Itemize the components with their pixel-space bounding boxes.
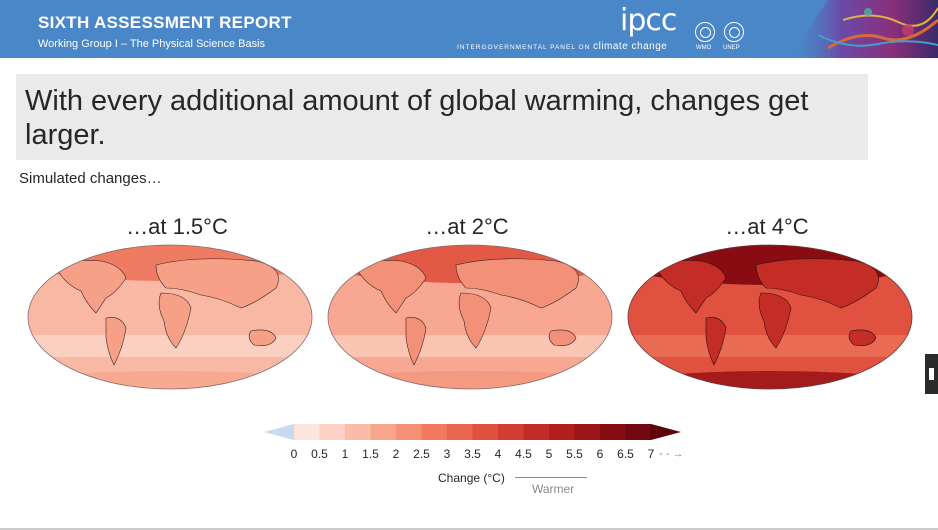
panel-handle-icon[interactable] bbox=[925, 354, 938, 394]
colorbar-tick-label: 7 bbox=[647, 447, 655, 461]
map-warming-2c bbox=[327, 244, 613, 390]
slide-headline: With every additional amount of global w… bbox=[25, 85, 809, 151]
wmo-label: WMO bbox=[696, 45, 712, 51]
warming-colorbar bbox=[264, 424, 681, 440]
colorbar-tick-label: 3 bbox=[443, 447, 451, 461]
colorbar-tick-label: 2.5 bbox=[413, 447, 430, 461]
colorbar-tick-label: 3.5 bbox=[464, 447, 481, 461]
colorbar-tick-label: 0.5 bbox=[311, 447, 328, 461]
map-title-2c: …at 2°C bbox=[425, 214, 509, 239]
colorbar-tick-label: 4 bbox=[494, 447, 502, 461]
colorbar-tick-label: 6.5 bbox=[617, 447, 634, 461]
ipcc-tagline-emphasis: climate change bbox=[593, 41, 668, 52]
colorbar-tick-label: 2 bbox=[392, 447, 400, 461]
map-warming-4c bbox=[627, 244, 913, 390]
colorbar-tick-label: 1.5 bbox=[362, 447, 379, 461]
colorbar-segment bbox=[574, 424, 601, 440]
colorbar-tick-label: 1 bbox=[341, 447, 349, 461]
header-decorative-art bbox=[788, 0, 938, 58]
colorbar-segment bbox=[498, 424, 524, 440]
colorbar-segment bbox=[472, 424, 499, 440]
unep-label: UNEP bbox=[723, 45, 740, 51]
colorbar-segment bbox=[523, 424, 550, 440]
colorbar-segment bbox=[294, 424, 320, 440]
ipcc-tagline: INTERGOVERNMENTAL PANEL ON climate chang… bbox=[457, 41, 667, 52]
colorbar-segment bbox=[345, 424, 371, 440]
report-subtitle: Working Group I – The Physical Science B… bbox=[38, 38, 266, 50]
bottom-divider bbox=[0, 528, 938, 530]
colorbar-segment bbox=[396, 424, 422, 440]
ipcc-logo: ipcc bbox=[620, 3, 677, 38]
colorbar-segment bbox=[625, 424, 652, 440]
colorbar-tick-label: 5.5 bbox=[566, 447, 583, 461]
colorbar-tick-label: 0 bbox=[290, 447, 298, 461]
warmer-arrow-icon bbox=[515, 477, 587, 478]
colorbar-below-extension bbox=[264, 424, 294, 440]
map-title-1-5c: …at 1.5°C bbox=[126, 214, 228, 239]
colorbar-tick-label: 5 bbox=[545, 447, 553, 461]
colorbar-continuation-arrow: - - → bbox=[659, 448, 684, 460]
map-title-4c: …at 4°C bbox=[725, 214, 809, 239]
colorbar-above-extension bbox=[651, 424, 681, 440]
unep-emblem-icon bbox=[724, 22, 744, 42]
warmer-label: Warmer bbox=[532, 482, 575, 496]
colorbar-segment bbox=[370, 424, 397, 440]
wmo-emblem-icon bbox=[695, 22, 715, 42]
colorbar-segment bbox=[600, 424, 626, 440]
simulated-changes-label: Simulated changes… bbox=[19, 170, 162, 187]
colorbar-title: Change (°C) bbox=[438, 471, 505, 485]
colorbar-segment bbox=[447, 424, 473, 440]
colorbar-segment bbox=[421, 424, 448, 440]
colorbar-segment bbox=[549, 424, 575, 440]
ipcc-tagline-prefix: INTERGOVERNMENTAL PANEL ON bbox=[457, 44, 591, 51]
report-title: SIXTH ASSESSMENT REPORT bbox=[38, 13, 292, 32]
colorbar-segment bbox=[319, 424, 346, 440]
map-warming-1-5c bbox=[27, 244, 313, 390]
report-header: SIXTH ASSESSMENT REPORT Working Group I … bbox=[0, 0, 938, 58]
headline-box: With every additional amount of global w… bbox=[16, 74, 868, 160]
colorbar-tick-label: 4.5 bbox=[515, 447, 532, 461]
colorbar-tick-label: 6 bbox=[596, 447, 604, 461]
